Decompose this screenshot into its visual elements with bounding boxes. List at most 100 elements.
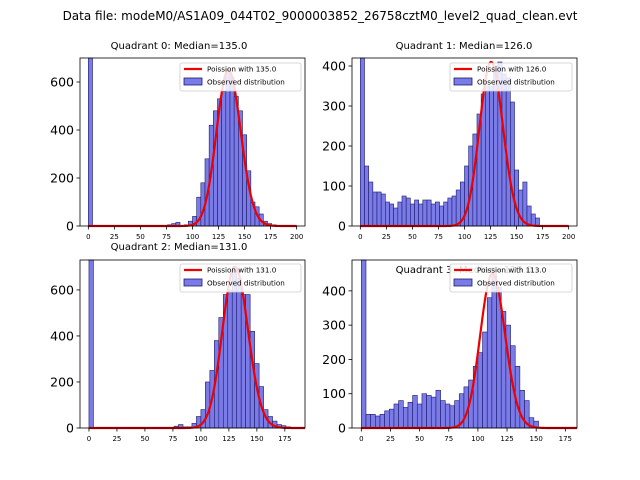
quadrant-1-bar-12: [410, 203, 415, 227]
quadrant-0-ytick-label: 0: [66, 219, 74, 234]
quadrant-3-bar-3: [375, 415, 381, 429]
quadrant-1-bar-13: [414, 199, 419, 227]
quadrant-0-ytick-label: 200: [50, 171, 74, 186]
quadrant-1-ytick-label: 0: [338, 219, 346, 234]
quadrant-2-bar-26: [205, 381, 211, 429]
quadrant-2-legend: Poission with 131.0 Observed distributio…: [179, 263, 302, 293]
figure-suptitle: Data file: modeM0/AS1A09_044T02_90000038…: [63, 9, 578, 23]
quadrant-0-legend: Poission with 135.0 Observed distributio…: [179, 62, 302, 92]
quadrant-2-xtick-label: 50: [140, 435, 149, 443]
quadrant-3-xtick-label: 100: [471, 435, 484, 443]
quadrant-1-bar-23: [455, 189, 461, 227]
quadrant-1-bar-10: [401, 195, 407, 227]
quadrant-1-bar-2: [368, 181, 374, 227]
quadrant-0-ytick-label: 400: [50, 123, 74, 138]
quadrant-2-xtick-label: 125: [222, 435, 235, 443]
quadrant-0-title: Quadrant 0: Median=135.0: [111, 41, 248, 52]
quadrant-3-axes-frame: [351, 259, 578, 429]
quadrant-1-legend-observed-swatch: [453, 77, 473, 86]
quadrant-3-xtick-label: 75: [444, 435, 453, 443]
quadrant-1-xtick-label: 75: [434, 233, 443, 241]
quadrant-3-bar-16: [435, 389, 441, 429]
quadrant-0-xtick-label: 100: [186, 233, 199, 241]
quadrant-1-xtick-label: 0: [358, 233, 362, 241]
quadrant-1-xtick-label: 200: [562, 233, 575, 241]
quadrant-1-bar-5: [380, 193, 386, 227]
quadrant-1-bar-18: [435, 201, 440, 227]
quadrant-0-xtick-label: 200: [290, 233, 303, 241]
quadrant-3-ytick-label: 200: [322, 352, 346, 367]
quadrant-3-legend-observed-label: Observed distribution: [477, 279, 555, 288]
quadrant-0-bar-0: [88, 57, 93, 227]
quadrant-3-bar-8: [398, 400, 404, 429]
quadrant-3-bar-20: [454, 400, 460, 429]
quadrant-0-bar-34: [229, 76, 235, 227]
quadrant-3-bar-9: [402, 407, 409, 429]
quadrant-0-xtick-label: 150: [238, 233, 251, 241]
quadrant-3-bar-2: [370, 413, 376, 429]
quadrant-1-xtick-label: 50: [408, 233, 417, 241]
quadrant-1-ytick-label: 100: [322, 179, 346, 194]
quadrant-3-ytick-label: 300: [322, 318, 346, 333]
quadrant-2-legend-poisson-label: Poission with 131.0: [207, 266, 277, 275]
quadrant-3-xtick-label: 50: [415, 435, 424, 443]
quadrant-1-bar-39: [522, 181, 528, 227]
quadrant-2-bar-33: [236, 278, 242, 429]
quadrant-2-ytick-label: 0: [66, 421, 74, 436]
quadrant-3-bar-17: [440, 400, 446, 429]
quadrant-3-bar-25: [477, 352, 483, 429]
quadrant-1-bar-31: [489, 85, 494, 227]
quadrant-1-bar-16: [426, 199, 432, 227]
quadrant-1-bar-0: [360, 57, 365, 227]
quadrant-3-xtick-label: 25: [386, 435, 395, 443]
quadrant-3-ytick-label: 0: [338, 421, 346, 436]
quadrant-2-panel: Quadrant 2: Median=131.0 0 200 400 600 0 25 50…: [50, 242, 306, 443]
quadrant-0-xtick-label: 175: [264, 233, 277, 241]
quadrant-0-bar-33: [225, 69, 231, 227]
quadrant-1-bar-8: [393, 207, 399, 227]
quadrant-2-legend-observed-swatch: [183, 278, 203, 287]
quadrant-3-bar-11: [412, 395, 418, 429]
quadrant-2-bar-31: [227, 289, 233, 429]
quadrant-1-ytick-label: 200: [322, 139, 346, 154]
quadrant-2-axes-frame: [79, 259, 306, 429]
quadrant-3-legend-observed-swatch: [453, 278, 473, 287]
quadrant-3-bar-27: [486, 297, 493, 429]
quadrant-3-bar-0: [361, 259, 367, 429]
quadrant-3-bar-12: [416, 403, 423, 429]
quadrant-3-xtick-label: 175: [559, 435, 572, 443]
quadrant-1-bar-21: [447, 197, 453, 227]
quadrant-3-xtick-label: 150: [530, 435, 543, 443]
quadrant-1-bar-19: [439, 205, 444, 227]
quadrant-3-panel: Quadrant 3: Median=113.0 010020030040002…: [322, 259, 578, 443]
quadrant-2-xtick-label: 100: [194, 435, 207, 443]
quadrant-1-xtick-label: 100: [458, 233, 471, 241]
quadrant-3-ytick-label: 400: [322, 283, 346, 298]
quadrant-2-xtick-label: 0: [87, 435, 91, 443]
quadrant-0-xtick-label: 125: [212, 233, 225, 241]
quadrant-1-bar-20: [443, 201, 449, 227]
quadrant-3-bar-7: [393, 403, 399, 429]
quadrant-1-bar-1: [364, 165, 369, 227]
quadrant-1-bar-17: [430, 203, 436, 227]
quadrant-2-xtick-label: 150: [250, 435, 263, 443]
quadrant-3-bar-19: [449, 405, 455, 429]
quadrant-3-bar-28: [491, 273, 497, 429]
quadrant-1-panel: Quadrant 1: Median=126.0 0 100 200 300 400 0 2…: [322, 41, 578, 241]
quadrant-0-xtick-label: 25: [110, 233, 119, 241]
quadrant-0-panel: Quadrant 0: Median=135.0 0 200 400 600 0 25 50…: [50, 41, 306, 241]
quadrant-1-bar-41: [530, 213, 536, 227]
quadrant-3-bar-13: [421, 393, 427, 429]
quadrant-3-ytick-label: 100: [322, 386, 346, 401]
quadrant-0-xtick-label: 75: [162, 233, 171, 241]
quadrant-2-xtick-label: 75: [168, 435, 177, 443]
quadrant-3-legend-poisson-label: Poission with 113.0: [477, 266, 547, 275]
quadrant-3-bar-10: [407, 401, 413, 429]
quadrant-2-ytick-label: 600: [50, 282, 74, 297]
quadrant-1-bar-7: [389, 203, 394, 227]
quadrant-1-xtick-label: 25: [382, 233, 391, 241]
quadrant-2-xtick-label: 25: [112, 435, 121, 443]
quadrant-0-legend-poisson-label: Poission with 135.0: [207, 65, 277, 74]
quadrant-2-xtick-label: 175: [278, 435, 291, 443]
